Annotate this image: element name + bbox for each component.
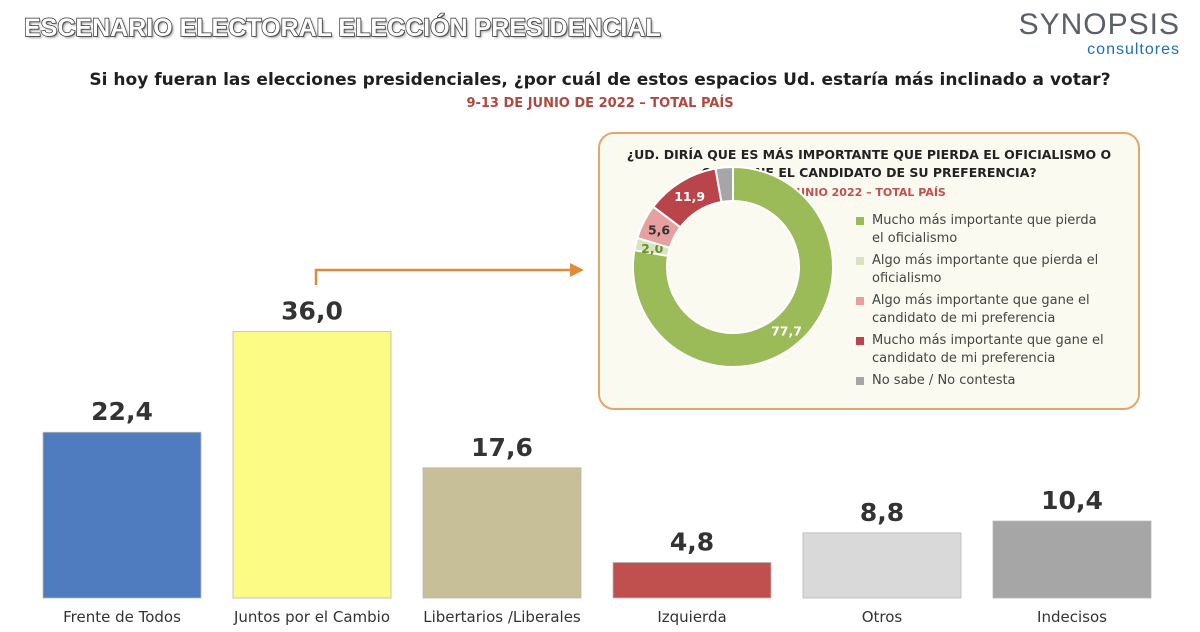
bar-5 [992, 520, 1152, 599]
legend-swatch [856, 377, 864, 385]
category-label: Indecisos [1037, 608, 1107, 626]
category-label: Juntos por el Cambio [233, 608, 390, 626]
category-label: Frente de Todos [63, 608, 181, 626]
inset-title-line1: ¿UD. DIRÍA QUE ES MÁS IMPORTANTE QUE PIE… [626, 147, 1112, 162]
legend-label-line1: Mucho más importante que gane el [872, 333, 1104, 348]
legend-item: Mucho más importante que pierda el oficia… [856, 212, 1136, 248]
bar-value-label: 22,4 [91, 397, 153, 426]
legend-swatch [856, 257, 864, 265]
inset-date: JUNIO 2022 – TOTAL PAÍS [792, 186, 946, 199]
donut-inset-panel: ¿UD. DIRÍA QUE ES MÁS IMPORTANTE QUE PIE… [598, 132, 1140, 410]
survey-question: Si hoy fueran las elecciones presidencia… [89, 70, 1111, 90]
donut-value-label: 11,9 [674, 189, 705, 204]
inset-title: ¿UD. DIRÍA QUE ES MÁS IMPORTANTE QUE PIE… [600, 146, 1138, 182]
category-label: Otros [862, 608, 903, 626]
callout-arrow [314, 263, 584, 285]
bar-value-label: 8,8 [860, 498, 904, 527]
donut-slice-0 [632, 165, 834, 368]
bar-value-label: 4,8 [670, 527, 714, 556]
legend-swatch [856, 297, 864, 305]
bar-0 [42, 431, 202, 599]
donut-chart: 77,72,05,611,9 [632, 165, 834, 368]
legend-label-line1: Mucho más importante que pierda [872, 213, 1097, 228]
logo-sub-text: consultores [1087, 41, 1180, 58]
legend-label-line1: Algo más importante que pierda el [872, 253, 1099, 268]
legend-label-line2: oficialismo [872, 271, 942, 286]
category-label: Izquierda [657, 608, 726, 626]
inset-title-line2: QUE GANE EL CANDIDATO DE SU PREFERENCIA? [701, 165, 1037, 180]
bar-value-label: 17,6 [471, 433, 533, 462]
bar-4 [802, 532, 962, 599]
donut-legend: Mucho más importante que pierda el oficia… [856, 212, 1136, 394]
synopsis-logo: SYNOPSIS consultores [1019, 10, 1180, 58]
legend-label-line2: candidato de mi preferencia [872, 311, 1056, 326]
bar-value-label: 10,4 [1041, 486, 1103, 515]
legend-swatch [856, 337, 864, 345]
survey-date: 9-13 DE JUNIO DE 2022 – TOTAL PAÍS [466, 96, 734, 111]
logo-main-text: SYNOPSIS [1018, 8, 1180, 41]
category-label: Libertarios /Liberales [423, 608, 581, 626]
bars-layer: 22,4 Frente de Todos 36,0 Juntos por el Cam… [42, 297, 1152, 626]
legend-item: Algo más importante que pierda el oficial… [856, 252, 1136, 288]
donut-value-label: 5,6 [648, 222, 670, 237]
legend-item: Mucho más importante que gane el candidat… [856, 332, 1136, 368]
legend-item: Algo más importante que gane el candidato… [856, 292, 1136, 328]
legend-label-line2: el oficialismo [872, 231, 958, 246]
banner-title: ESCENARIO ELECTORAL ELECCIÓN PRESIDENCIA… [23, 13, 661, 42]
donut-slice-4 [714, 165, 734, 204]
legend-label-line2: candidato de mi preferencia [872, 351, 1056, 366]
bar-value-label: 36,0 [281, 297, 343, 326]
donut-value-label: 77,7 [771, 323, 802, 338]
legend-swatch [856, 217, 864, 225]
bar-1 [232, 331, 392, 599]
legend-label-line1: No sabe / No contesta [872, 373, 1016, 388]
bar-3 [612, 562, 772, 599]
legend-label-line1: Algo más importante que gane el [872, 293, 1090, 308]
legend-item: No sabe / No contesta [856, 372, 1136, 390]
bar-2 [422, 467, 582, 599]
